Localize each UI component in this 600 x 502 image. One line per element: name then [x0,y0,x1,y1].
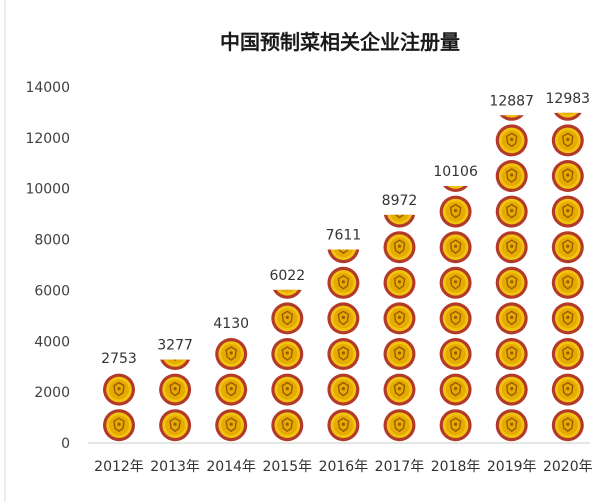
bar [383,214,416,442]
y-tick-label: 0 [61,436,70,452]
coin-icon [439,231,472,264]
y-tick-label: 8000 [34,233,70,249]
coin-icon [495,338,528,370]
y-tick-label: 12000 [25,131,70,147]
coin-icon [103,373,135,406]
data-label: 8972 [382,193,418,209]
data-label: 6022 [269,268,305,284]
y-tick-label: 4000 [34,334,70,350]
chart-title: 中国预制菜相关企业注册量 [220,30,460,54]
coin-icon [327,409,360,442]
coin-icon [551,373,584,406]
coin-icon [383,373,416,406]
y-tick-label: 2000 [34,385,70,401]
coin-icon [383,231,416,264]
coin-icon [327,302,360,335]
coin-icon [551,409,584,442]
x-tick-label: 2016年 [319,459,369,475]
x-tick-label: 2020年 [543,459,593,475]
bar [495,115,528,442]
coin-icon [551,160,584,192]
coin-icon [327,373,360,406]
coin-icon [159,409,192,442]
bar [439,186,472,442]
coin-icon [159,373,192,406]
coin-icon [383,409,416,442]
coin-icon [443,186,469,192]
coin-icon [551,195,584,228]
coin-icon [439,373,472,406]
x-tick-label: 2013年 [150,459,200,475]
x-tick-label: 2014年 [206,459,256,475]
bar [327,249,360,442]
coin-icon [215,409,248,442]
coin-icon [551,124,584,157]
coin-icon [439,409,472,442]
coin-icon [551,338,584,370]
coin-icon [327,266,360,299]
x-tick-label: 2017年 [375,459,425,475]
coin-icon [551,302,584,335]
coin-icon [439,338,472,370]
bar [159,359,192,442]
coin-icon [495,409,528,442]
coin-icon [271,409,304,442]
coin-icon [495,231,528,264]
coin-icon [327,338,360,370]
coin-icon [551,266,584,299]
coin-icon [495,195,528,228]
data-label: 12887 [489,93,534,109]
bar [103,373,135,442]
coin-icon [553,112,582,121]
data-labels: 2753 3277 4130 6022 7611 8972 10106 12887 12983 [101,91,590,367]
data-label: 3277 [157,338,193,354]
x-axis: 2012年 2013年 2014年 2015年 2016年 2017年 2018年 2019年… [88,442,593,475]
bars [103,112,584,442]
y-tick-label: 14000 [25,80,70,96]
coin-icon [383,338,416,370]
x-tick-label: 2012年 [94,459,144,475]
y-tick-label: 6000 [34,283,70,299]
y-tick-label: 10000 [25,182,70,198]
coin-icon [271,302,304,335]
coin-icon [103,409,135,442]
coin-icon [383,214,416,228]
coin-icon [495,373,528,406]
coin-icon [160,359,191,370]
data-label: 10106 [433,164,478,180]
data-label: 12983 [546,91,591,107]
data-label: 2753 [101,351,137,367]
data-label: 4130 [213,316,249,332]
coin-icon [272,289,302,299]
coin-icon [215,373,248,406]
coin-icon [495,124,528,157]
x-tick-label: 2018年 [431,459,481,475]
x-tick-label: 2015年 [262,459,312,475]
bar [215,338,248,442]
bar [551,112,584,442]
coin-icon [495,302,528,335]
coin-icon [439,266,472,299]
coin-icon [271,373,304,406]
coin-icon [499,115,524,121]
coin-icon [439,302,472,335]
coin-icon [551,231,584,264]
coin-icon [271,338,304,370]
coin-icon [495,266,528,299]
y-axis: 0 2000 4000 6000 8000 10000 12000 14000 [25,80,70,452]
data-label: 7611 [326,227,362,243]
coin-icon [495,160,528,192]
coin-icon [383,302,416,335]
x-tick-label: 2019年 [487,459,537,475]
coin-icon [439,195,472,228]
coin-icon [215,338,248,370]
coin-icon [383,266,416,299]
bar [271,289,304,442]
coin-icon [327,249,360,264]
